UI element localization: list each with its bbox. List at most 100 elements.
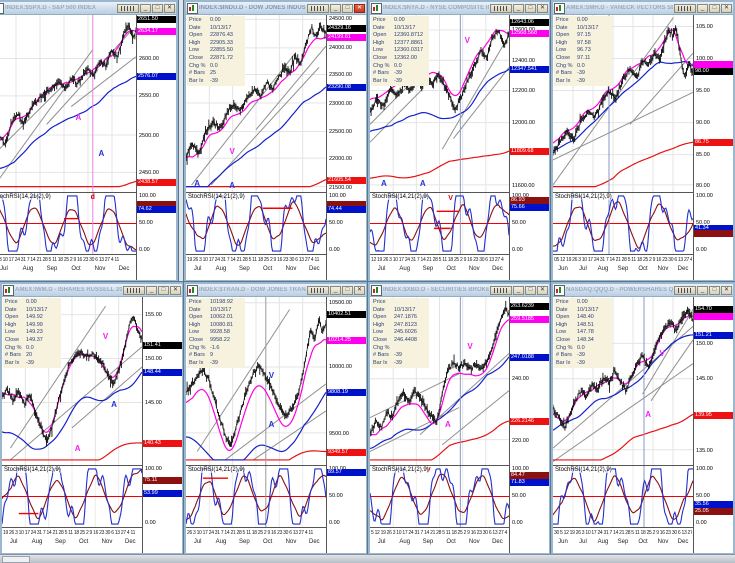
info-value: 97.15 <box>577 32 591 39</box>
info-row: Open 149.92 <box>5 314 59 322</box>
window-titlebar[interactable]: INDEX:$INDU.D - DOW JONES INDUSTRIAL AVE… <box>186 2 366 15</box>
date-axis-month: Jul <box>0 266 8 272</box>
axis-tick-label: 155.00 <box>145 311 162 318</box>
minimize-button[interactable]: _ <box>697 3 708 13</box>
signal-annotation: A <box>444 420 451 430</box>
info-label: # Bars <box>373 352 389 359</box>
stoch-tick-label: 50.00 <box>696 220 710 226</box>
window-titlebar[interactable]: INDEX:$SPX.D - S&P 500 INDEX _ □ ✕ <box>0 2 176 15</box>
info-row: Open 10062.01 <box>189 314 243 322</box>
date-axis-month: Nov <box>468 539 480 545</box>
stoch-level-box: 25.05 <box>694 507 733 515</box>
maximize-button[interactable]: □ <box>158 285 169 295</box>
close-button[interactable]: ✕ <box>721 3 732 13</box>
window-titlebar[interactable]: AMEX:SMH.D - VANECK VECTORS SEMICONDUCTO… <box>553 2 733 15</box>
info-value: 10/13/17 <box>210 24 232 31</box>
signal-annotation: A <box>381 179 387 189</box>
close-button[interactable]: ✕ <box>354 3 365 13</box>
close-button[interactable]: ✕ <box>164 3 175 13</box>
info-row: Price 10198.92 <box>189 299 243 307</box>
price-level-box: 24199.61 <box>327 33 366 41</box>
chart-tools-button[interactable] <box>307 285 329 295</box>
chart-window-7: INDEX:$XBD.D - SECURITIES BROKER DEALER … <box>368 282 551 555</box>
price-axis: 155.00 150.00 145.00 151.41 148.44 140.43 100.… <box>142 296 182 553</box>
date-axis-month: Sep <box>422 266 434 272</box>
close-button[interactable]: ✕ <box>354 285 365 295</box>
chart-tools-button[interactable] <box>123 285 145 295</box>
minimize-button[interactable]: _ <box>513 3 524 13</box>
stochrsi-chart[interactable] <box>2 466 142 528</box>
stochrsi-chart[interactable] <box>370 193 509 255</box>
price-chart[interactable] <box>186 296 326 466</box>
window-title: INDEX:$TRAN.D - DOW JONES TRANSPORTATION <box>199 287 306 293</box>
axis-tick-label: 90.00 <box>696 120 710 127</box>
price-axis: 10500.00 10000.00 9500.00 10402.51 10214.25 9… <box>326 296 366 553</box>
price-chart[interactable] <box>553 14 693 193</box>
info-value: 9928.58 <box>210 329 230 336</box>
maximize-button[interactable]: □ <box>525 285 536 295</box>
info-label: Bar Ix <box>556 77 571 84</box>
info-value: 0.00 <box>577 299 588 305</box>
date-axis-month: Nov <box>468 266 480 272</box>
chart-tools-button[interactable] <box>490 285 512 295</box>
info-value: 149.37 <box>26 336 43 343</box>
minimize-button[interactable]: _ <box>330 285 341 295</box>
price-chart[interactable] <box>370 296 509 466</box>
ohlc-info-box: Price 0.00 Date 10/13/17 Open 149.92 High 149.9… <box>3 298 61 369</box>
stochrsi-chart[interactable] <box>186 466 326 528</box>
status-bar-button[interactable] <box>2 556 30 563</box>
price-axis: 150.00 145.00 135.00 154.70 151.21 139.95 100.… <box>693 296 733 553</box>
maximize-button[interactable]: □ <box>709 3 720 13</box>
stochrsi-chart[interactable] <box>553 466 693 528</box>
info-value: 22855.50 <box>210 47 233 54</box>
stoch-level-box <box>694 229 733 237</box>
stochrsi-chart[interactable] <box>370 466 509 528</box>
stochrsi-chart[interactable] <box>186 193 326 255</box>
date-axis-days: 30 5 12 19 26 3 10 17 24 31 7 14 21 28 5… <box>554 530 692 536</box>
info-label: Price <box>556 17 569 23</box>
info-row: Date 10/13/17 <box>5 307 59 315</box>
maximize-button[interactable]: □ <box>342 285 353 295</box>
window-titlebar[interactable]: NASDAQ:QQQ.D - POWERSHARES QQQ TRUST _□✕ <box>553 284 733 297</box>
minimize-button[interactable]: _ <box>697 285 708 295</box>
window-titlebar[interactable]: INDEX:$NYA.D - NYSE COMPOSITE INDEX NEW _… <box>370 2 549 15</box>
maximize-button[interactable]: □ <box>709 285 720 295</box>
minimize-button[interactable]: _ <box>146 285 157 295</box>
price-chart[interactable] <box>0 14 136 193</box>
chart-tools-button[interactable] <box>490 3 512 13</box>
minimize-button[interactable]: _ <box>140 3 151 13</box>
chart-tools-button[interactable] <box>674 3 696 13</box>
info-value: 9958.22 <box>210 336 230 343</box>
window-titlebar[interactable]: INDEX:$TRAN.D - DOW JONES TRANSPORTATION… <box>186 284 366 297</box>
info-row: Bar Ix -39 <box>556 360 610 368</box>
info-row: Bar Ix -39 <box>373 78 427 86</box>
window-titlebar[interactable]: INDEX:$XBD.D - SECURITIES BROKER DEALER … <box>370 284 549 297</box>
chart-tools-button[interactable] <box>674 285 696 295</box>
date-axis-month: Aug <box>399 266 411 272</box>
info-label: Price <box>373 299 386 305</box>
info-row: Chg % <box>373 345 427 353</box>
close-button[interactable]: ✕ <box>170 285 181 295</box>
info-row: Chg % -1.6 <box>189 345 243 353</box>
info-label: High <box>373 39 385 46</box>
chart-tools-button[interactable] <box>307 3 329 13</box>
maximize-button[interactable]: □ <box>525 3 536 13</box>
close-button[interactable]: ✕ <box>537 285 548 295</box>
info-value: 97.58 <box>577 39 591 46</box>
stochrsi-chart[interactable] <box>553 193 693 255</box>
close-button[interactable]: ✕ <box>721 285 732 295</box>
minimize-button[interactable]: _ <box>330 3 341 13</box>
minimize-button[interactable]: _ <box>513 285 524 295</box>
chart-tools-button[interactable] <box>117 3 139 13</box>
maximize-button[interactable]: □ <box>342 3 353 13</box>
info-label: Open <box>373 32 387 39</box>
signal-annotation: V <box>102 331 109 341</box>
close-button[interactable]: ✕ <box>537 3 548 13</box>
maximize-button[interactable]: □ <box>152 3 163 13</box>
stochrsi-chart[interactable] <box>0 193 136 255</box>
info-row: Close 12362.00 <box>373 55 427 63</box>
info-value: -39 <box>577 77 585 84</box>
axis-tick-label: 135.00 <box>696 447 713 454</box>
info-label: Low <box>189 329 200 336</box>
window-titlebar[interactable]: AMEX:IWM.D - ISHARES RUSSELL 2000 _ □ ✕ <box>2 284 182 297</box>
